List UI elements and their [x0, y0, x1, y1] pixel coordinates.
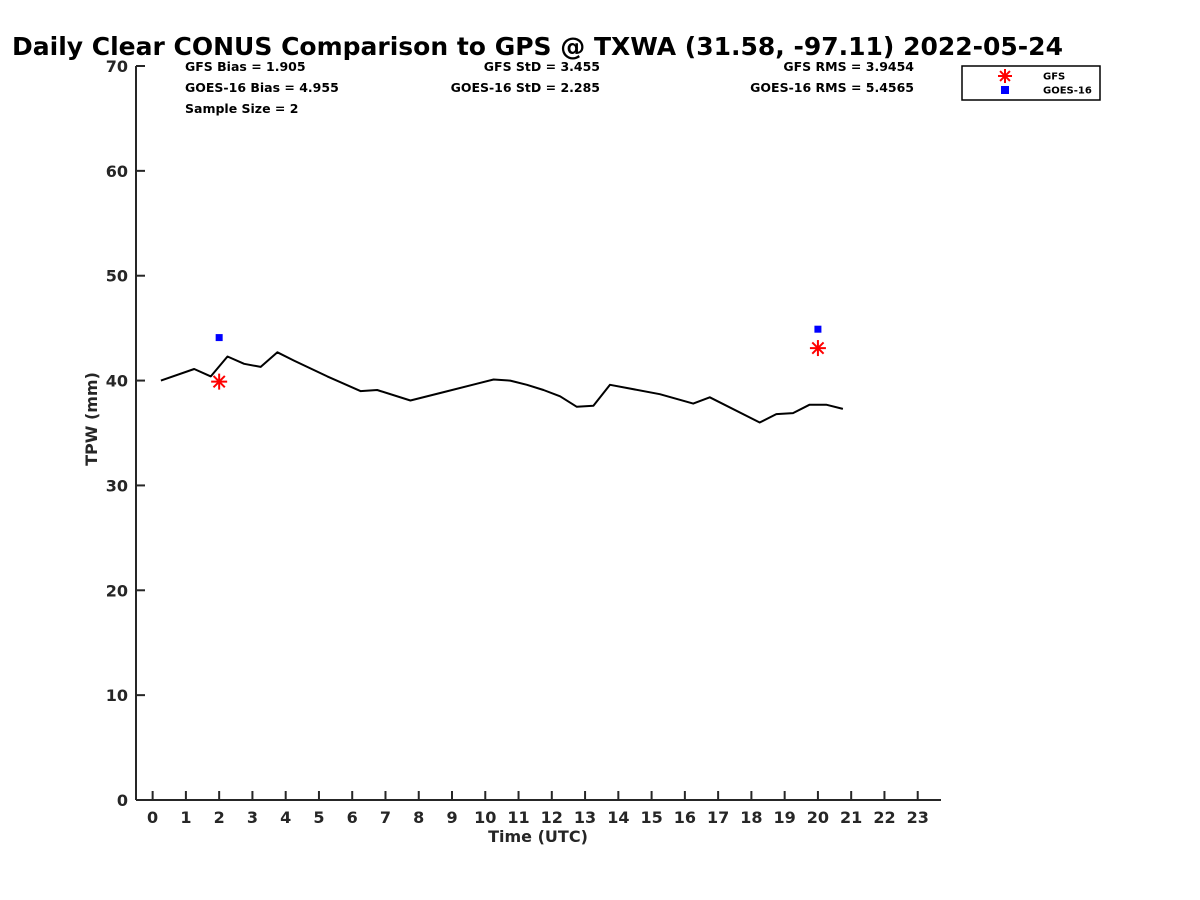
x-axis-label: Time (UTC)	[488, 827, 588, 846]
goes-point	[814, 325, 822, 333]
plot-marks	[160, 325, 844, 424]
axes: 0 1 2 3 4 5 6 7 8 9 10 11 12 13 14 15 16 17 18 19 20 21 22 2301…	[106, 57, 941, 827]
stat-goes-std: GOES-16 StD = 2.285	[451, 80, 600, 95]
y-tick-label: 10	[106, 686, 128, 705]
x-tick-label: 4	[280, 808, 291, 827]
stat-gfs-rms: GFS RMS = 3.9454	[783, 59, 914, 74]
gfs-point	[809, 340, 826, 357]
x-tick-label: 2	[214, 808, 225, 827]
legend-box	[961, 65, 1101, 101]
x-tick-label: 18	[740, 808, 762, 827]
x-tick-label: 8	[413, 808, 424, 827]
x-tick-label: 14	[607, 808, 629, 827]
x-tick-label: 5	[313, 808, 324, 827]
legend-gfs-marker	[998, 69, 1012, 83]
x-tick-label: 23	[907, 808, 929, 827]
x-tick-label: 12	[541, 808, 563, 827]
chart-title: Daily Clear CONUS Comparison to GPS @ TX…	[12, 32, 1063, 61]
x-tick-label: 20	[807, 808, 829, 827]
gfs-point	[211, 373, 228, 390]
x-tick-label: 21	[840, 808, 862, 827]
x-tick-label: 3	[247, 808, 258, 827]
x-tick-label: 15	[640, 808, 662, 827]
y-tick-label: 20	[106, 581, 128, 600]
legend-label: GFS	[1043, 72, 1065, 83]
x-tick-label: 22	[873, 808, 895, 827]
legend-goes-marker	[1001, 86, 1009, 94]
x-tick-label: 1	[180, 808, 191, 827]
stat-gfs-std: GFS StD = 3.455	[484, 59, 600, 74]
legend: GFS GOES-16	[961, 65, 1101, 101]
stat-sample-size: Sample Size = 2	[185, 101, 298, 116]
y-tick-label: 30	[106, 476, 128, 495]
goes-point	[215, 334, 223, 342]
x-tick-label: 16	[674, 808, 696, 827]
gps-line	[160, 351, 844, 424]
x-tick-label: 9	[446, 808, 457, 827]
x-tick-label: 13	[574, 808, 596, 827]
y-axis-label: TPW (mm)	[82, 372, 101, 466]
y-tick-label: 0	[117, 791, 128, 810]
stat-goes-bias: GOES-16 Bias = 4.955	[185, 80, 339, 95]
x-tick-label: 10	[474, 808, 496, 827]
x-tick-label: 11	[507, 808, 529, 827]
y-tick-label: 50	[106, 267, 128, 286]
stat-goes-rms: GOES-16 RMS = 5.4565	[750, 80, 914, 95]
y-tick-label: 70	[106, 57, 128, 76]
x-tick-label: 17	[707, 808, 729, 827]
legend-label: GOES-16	[1043, 86, 1092, 97]
y-tick-label: 60	[106, 162, 128, 181]
x-tick-label: 0	[147, 808, 158, 827]
x-tick-label: 19	[774, 808, 796, 827]
stat-gfs-bias: GFS Bias = 1.905	[185, 59, 306, 74]
x-tick-label: 7	[380, 808, 391, 827]
y-tick-label: 40	[106, 372, 128, 391]
x-tick-label: 6	[347, 808, 358, 827]
